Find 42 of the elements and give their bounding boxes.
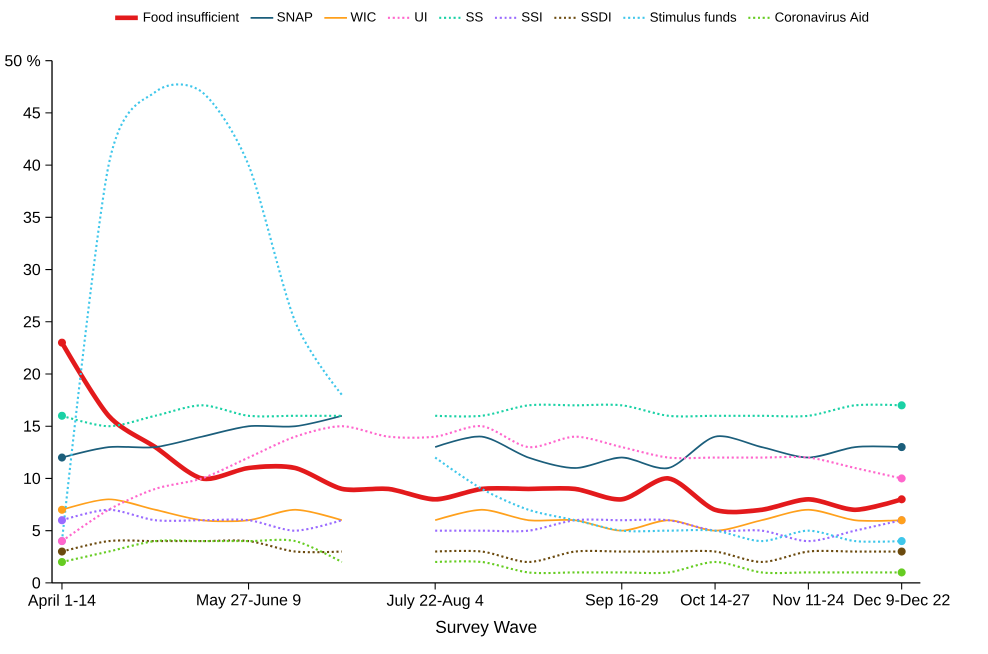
legend-label: SSI bbox=[522, 12, 542, 22]
point bbox=[58, 454, 66, 462]
point bbox=[898, 443, 906, 452]
x-tick-label: Oct 14-27 bbox=[680, 594, 750, 606]
legend-label: Food insufficient bbox=[144, 12, 240, 22]
legend-label: WIC bbox=[350, 12, 376, 22]
y-tick-label: 40 bbox=[23, 160, 40, 171]
point bbox=[898, 537, 906, 546]
y-tick-label: 50 % bbox=[5, 55, 40, 67]
y-tick-label: 15 bbox=[24, 420, 40, 432]
point bbox=[898, 402, 906, 410]
legend-label: UI bbox=[415, 12, 426, 22]
y-tick-label: 45 bbox=[23, 108, 40, 119]
x-tick-label: July 22-Aug 4 bbox=[386, 594, 484, 610]
x-tick-label: Dec 9-Dec 22 bbox=[854, 594, 950, 606]
point bbox=[58, 548, 66, 556]
x-axis-title: Survey Wave bbox=[436, 621, 536, 637]
y-tick-label: 5 bbox=[32, 525, 40, 536]
point bbox=[898, 474, 906, 483]
x-tick-label: May 27-June 9 bbox=[197, 594, 300, 609]
x-tick-label: Nov 11-24 bbox=[774, 594, 844, 606]
point bbox=[58, 516, 66, 525]
point bbox=[58, 338, 66, 347]
y-tick-label: 20 bbox=[24, 368, 40, 380]
x-tick-label: April 1-14 bbox=[28, 594, 96, 610]
legend-label: SNAP bbox=[277, 12, 312, 22]
point bbox=[898, 568, 906, 577]
legend-label: SS bbox=[466, 12, 483, 22]
legend-label: SSDI bbox=[581, 12, 610, 22]
y-tick-label: 30 bbox=[24, 264, 40, 276]
legend-label: Stimulus funds bbox=[650, 12, 736, 22]
y-tick-label: 10 bbox=[24, 473, 40, 484]
point bbox=[58, 506, 66, 514]
point bbox=[898, 496, 906, 504]
point bbox=[898, 548, 906, 556]
x-tick-label: Sep 16-29 bbox=[586, 594, 658, 609]
y-tick-label: 35 bbox=[24, 212, 40, 224]
point bbox=[58, 412, 66, 420]
y-tick-label: 25 bbox=[24, 316, 40, 328]
point bbox=[58, 558, 66, 566]
legend-label: Coronavirus Aid bbox=[775, 12, 868, 22]
y-tick-label: 0 bbox=[32, 578, 40, 589]
